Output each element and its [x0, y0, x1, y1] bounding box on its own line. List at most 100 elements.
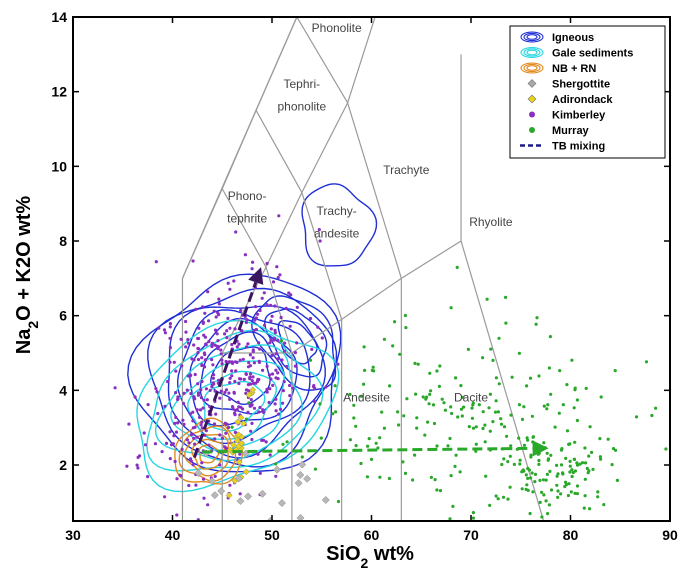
- murray-point: [524, 473, 528, 477]
- kimberley-point: [200, 426, 204, 430]
- nb-rn-contour: [198, 444, 220, 464]
- kimberley-point: [218, 433, 222, 437]
- murray-point: [553, 425, 557, 429]
- murray-point: [449, 405, 453, 409]
- kimberley-point: [217, 378, 221, 382]
- murray-point: [575, 484, 580, 488]
- murray-point: [545, 451, 549, 455]
- murray-point: [598, 437, 602, 441]
- field-label-phono: Phono-: [228, 189, 267, 203]
- murray-point: [281, 442, 285, 446]
- kimberley-point: [174, 369, 178, 373]
- kimberley-point: [196, 382, 200, 386]
- murray-point: [374, 441, 378, 445]
- kimberley-point: [271, 383, 275, 387]
- murray-point: [575, 463, 580, 467]
- kimberley-point: [142, 431, 146, 435]
- murray-point: [354, 444, 358, 448]
- kimberley-point: [192, 436, 196, 440]
- kimberley-point: [174, 430, 179, 434]
- murray-point: [401, 460, 405, 464]
- murray-point: [397, 423, 401, 427]
- kimberley-point: [312, 384, 316, 388]
- kimberley-point: [276, 357, 280, 361]
- murray-point: [582, 506, 586, 510]
- kimberley-point: [220, 358, 224, 362]
- kimberley-point: [324, 385, 328, 389]
- murray-point: [542, 404, 546, 408]
- murray-point: [540, 515, 544, 519]
- murray-point: [496, 497, 500, 501]
- kimberley-point: [203, 335, 207, 339]
- kimberley-point: [184, 330, 188, 334]
- kimberley-point: [176, 421, 180, 425]
- kimberley-point: [202, 496, 206, 500]
- nb-rn-contour: [178, 425, 237, 482]
- murray-point: [462, 405, 466, 409]
- kimberley-point: [228, 287, 232, 291]
- murray-point: [517, 403, 522, 407]
- y-axis-title: Na2O + K2O wt%: [13, 196, 41, 355]
- murray-point: [650, 413, 654, 418]
- murray-point: [555, 483, 559, 487]
- kimberley-point: [191, 426, 195, 430]
- murray-point: [300, 455, 304, 459]
- murray-point: [556, 495, 560, 499]
- igneous-contour: [301, 183, 378, 267]
- kimberley-point: [212, 309, 216, 313]
- kimberley-point: [262, 291, 266, 295]
- murray-point: [352, 416, 356, 420]
- murray-point: [467, 425, 471, 429]
- kimberley-point: [238, 492, 242, 496]
- murray-point: [568, 470, 572, 474]
- murray-point: [388, 384, 392, 388]
- kimberley-point: [214, 412, 218, 416]
- kimberley-point: [202, 398, 206, 402]
- murray-point: [583, 494, 587, 498]
- murray-point: [496, 410, 500, 414]
- tb-mixing-arrow-line: [192, 281, 258, 459]
- kimberley-point: [168, 346, 172, 350]
- kimberley-point: [168, 322, 172, 326]
- murray-point: [575, 398, 580, 402]
- adirondack-point: [240, 420, 247, 427]
- kimberley-point: [146, 475, 150, 479]
- legend-gale-sediments-label: Gale sediments: [552, 48, 633, 60]
- kimberley-point: [250, 437, 254, 442]
- kimberley-point: [268, 341, 272, 345]
- kimberley-point: [228, 376, 232, 380]
- kimberley-point: [200, 363, 204, 367]
- kimberley-point: [268, 453, 272, 457]
- kimberley-point: [233, 413, 237, 417]
- kimberley-point: [153, 442, 157, 446]
- kimberley-point: [227, 391, 231, 395]
- murray-point: [546, 458, 550, 462]
- kimberley-point: [244, 320, 248, 325]
- kimberley-point: [203, 311, 207, 315]
- kimberley-point: [199, 396, 203, 400]
- kimberley-point: [269, 377, 273, 381]
- murray-point: [555, 474, 559, 478]
- kimberley-point: [168, 336, 172, 340]
- kimberley-point: [317, 228, 321, 232]
- kimberley-point: [273, 304, 277, 308]
- murray-point: [664, 447, 668, 451]
- kimberley-point: [219, 348, 223, 352]
- adirondack-point: [237, 414, 245, 422]
- murray-point: [451, 504, 455, 508]
- murray-point: [500, 462, 504, 467]
- kimberley-point: [288, 394, 292, 398]
- adirondack-point: [249, 386, 257, 394]
- kimberley-point: [316, 325, 320, 329]
- murray-point: [542, 441, 546, 445]
- kimberley-point: [205, 398, 209, 402]
- kimberley-point: [197, 347, 201, 351]
- murray-point: [644, 360, 649, 364]
- kimberley-point: [261, 368, 265, 372]
- murray-point: [438, 364, 442, 368]
- tas-boundary-line: [255, 110, 303, 193]
- kimberley-point: [243, 253, 247, 257]
- tas-boundary-line: [296, 17, 349, 104]
- adirondack-point: [229, 441, 237, 449]
- y-axis: 2 4 6 8 10 12 14: [51, 9, 670, 473]
